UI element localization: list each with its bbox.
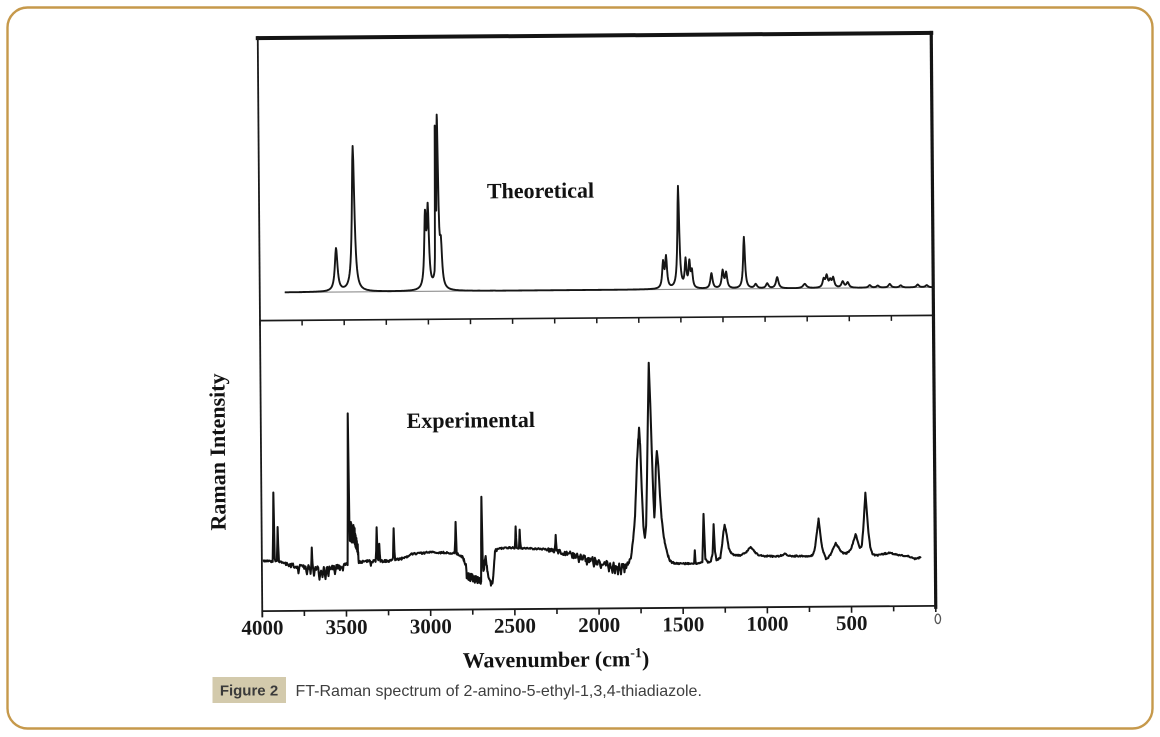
svg-text:1000: 1000 (746, 612, 788, 636)
svg-text:3000: 3000 (410, 614, 452, 638)
svg-text:500: 500 (836, 611, 868, 635)
svg-text:1500: 1500 (662, 612, 704, 636)
svg-text:2500: 2500 (494, 613, 536, 637)
svg-text:Experimental: Experimental (407, 407, 536, 433)
svg-text:4000: 4000 (241, 615, 283, 639)
svg-text:Theoretical: Theoretical (487, 178, 594, 204)
svg-text:Raman Intensity: Raman Intensity (204, 373, 230, 530)
svg-text:Wavenumber (cm-1): Wavenumber (cm-1) (463, 646, 650, 672)
svg-text:2000: 2000 (578, 613, 620, 637)
svg-text:FT-Raman spectrum of 2-amino-5: FT-Raman spectrum of 2-amino-5-ethyl-1,3… (296, 683, 702, 700)
svg-text:Figure 2: Figure 2 (220, 683, 278, 700)
svg-text:3500: 3500 (325, 615, 367, 639)
